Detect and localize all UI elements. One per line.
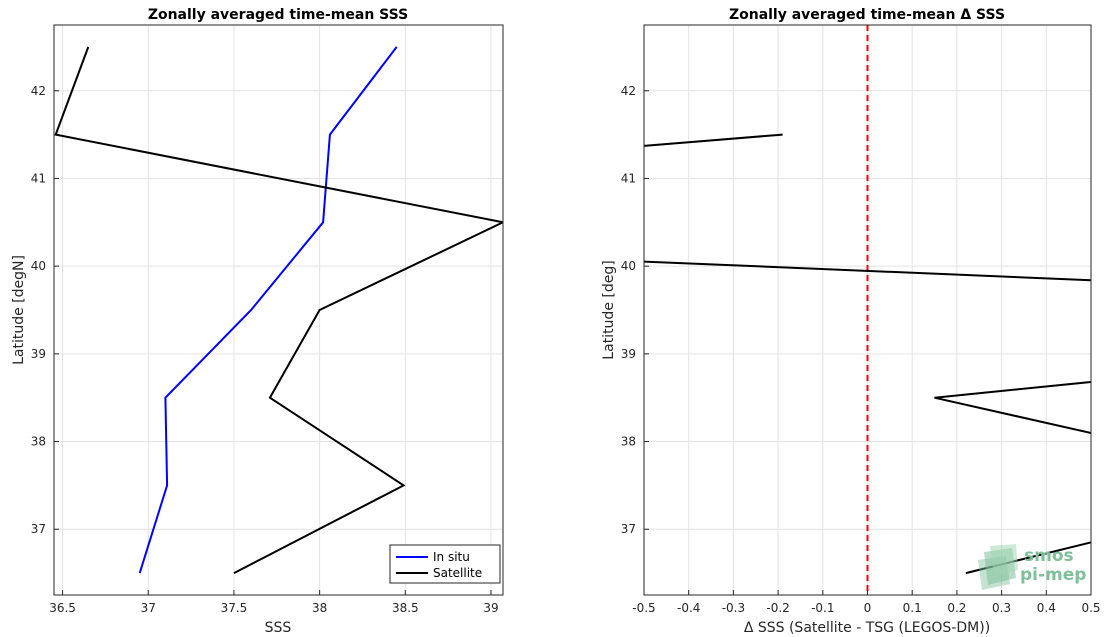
legend-box <box>389 544 501 584</box>
left-y-tick-label: 41 <box>31 171 46 185</box>
left-chart-panel: 36.5 37 37.5 38 38.5 39 37 38 39 40 41 42 Zonally a… <box>11 7 504 636</box>
right-y-tick-label: 42 <box>621 84 636 98</box>
left-y-tick-label: 42 <box>31 84 46 98</box>
logo-text-line2: pi-mep <box>1020 565 1086 585</box>
left-x-tick-label: 36.5 <box>49 601 76 615</box>
left-x-tick-label: 37.5 <box>221 601 248 615</box>
right-series-group <box>644 25 1091 595</box>
left-grid <box>54 25 503 595</box>
right-x-tick-label: -0.5 <box>632 601 655 615</box>
right-y-axis-label: Latitude [deg] <box>601 260 617 359</box>
right-x-tick-label: -0.3 <box>722 601 745 615</box>
right-y-tick-label: 37 <box>621 522 636 536</box>
left-x-axis-label: SSS <box>265 620 292 636</box>
legend-label-in-situ: In situ <box>433 550 470 564</box>
right-x-tick-label: -0.4 <box>677 601 700 615</box>
legend-label-satellite: Satellite <box>433 566 482 580</box>
left-y-axis-label: Latitude [degN] <box>11 255 27 365</box>
right-y-tick-label: 41 <box>621 171 636 185</box>
right-y-tick-label: 39 <box>621 347 636 361</box>
left-line-in-situ <box>138 46 398 574</box>
left-y-tick-label: 40 <box>31 259 46 273</box>
left-plot-frame <box>53 24 504 596</box>
right-x-tick-label: -0.1 <box>811 601 834 615</box>
right-chart-panel: -0.5 -0.4 -0.3 -0.2 -0.1 0 0.1 0.2 0.3 0.4 0.5 37 38… <box>601 7 1101 636</box>
logo-mark-icon <box>978 544 1018 590</box>
left-series-group <box>54 46 503 574</box>
right-x-tick-label: 0.5 <box>1081 601 1100 615</box>
left-y-tick-label: 37 <box>31 522 46 536</box>
right-x-tick-label: 0.1 <box>903 601 922 615</box>
left-chart-title: Zonally averaged time-mean SSS <box>148 7 408 23</box>
right-y-tick-label: 40 <box>621 259 636 273</box>
right-x-tick-label: 0.4 <box>1037 601 1056 615</box>
smos-pi-mep-logo: smos pi-mep <box>978 544 1086 590</box>
left-x-tick-label: 38.5 <box>392 601 419 615</box>
right-chart-title: Zonally averaged time-mean Δ SSS <box>729 7 1005 23</box>
left-y-tick-label: 38 <box>31 435 46 449</box>
right-x-tick-label: 0.2 <box>947 601 966 615</box>
left-x-tick-label: 39 <box>483 601 498 615</box>
left-x-tick-label: 38 <box>312 601 327 615</box>
right-x-tick-label: 0 <box>864 601 872 615</box>
left-plot-area <box>54 25 503 595</box>
right-x-axis-label: Δ SSS (Satellite - TSG (LEGOS-DM)) <box>744 620 990 636</box>
legend: In situ Satellite <box>389 544 501 584</box>
left-line-satellite <box>54 46 503 574</box>
right-x-tick-label: -0.2 <box>766 601 789 615</box>
logo-text-line1: smos <box>1024 546 1074 566</box>
right-y-tick-label: 38 <box>621 435 636 449</box>
right-x-tick-label: 0.3 <box>992 601 1011 615</box>
left-ticks: 36.5 37 37.5 38 38.5 39 37 38 39 40 41 42 <box>31 84 499 615</box>
left-x-tick-label: 37 <box>141 601 156 615</box>
right-ticks: -0.5 -0.4 -0.3 -0.2 -0.1 0 0.1 0.2 0.3 0.4 0.5 37 38… <box>621 84 1101 615</box>
left-y-tick-label: 39 <box>31 347 46 361</box>
